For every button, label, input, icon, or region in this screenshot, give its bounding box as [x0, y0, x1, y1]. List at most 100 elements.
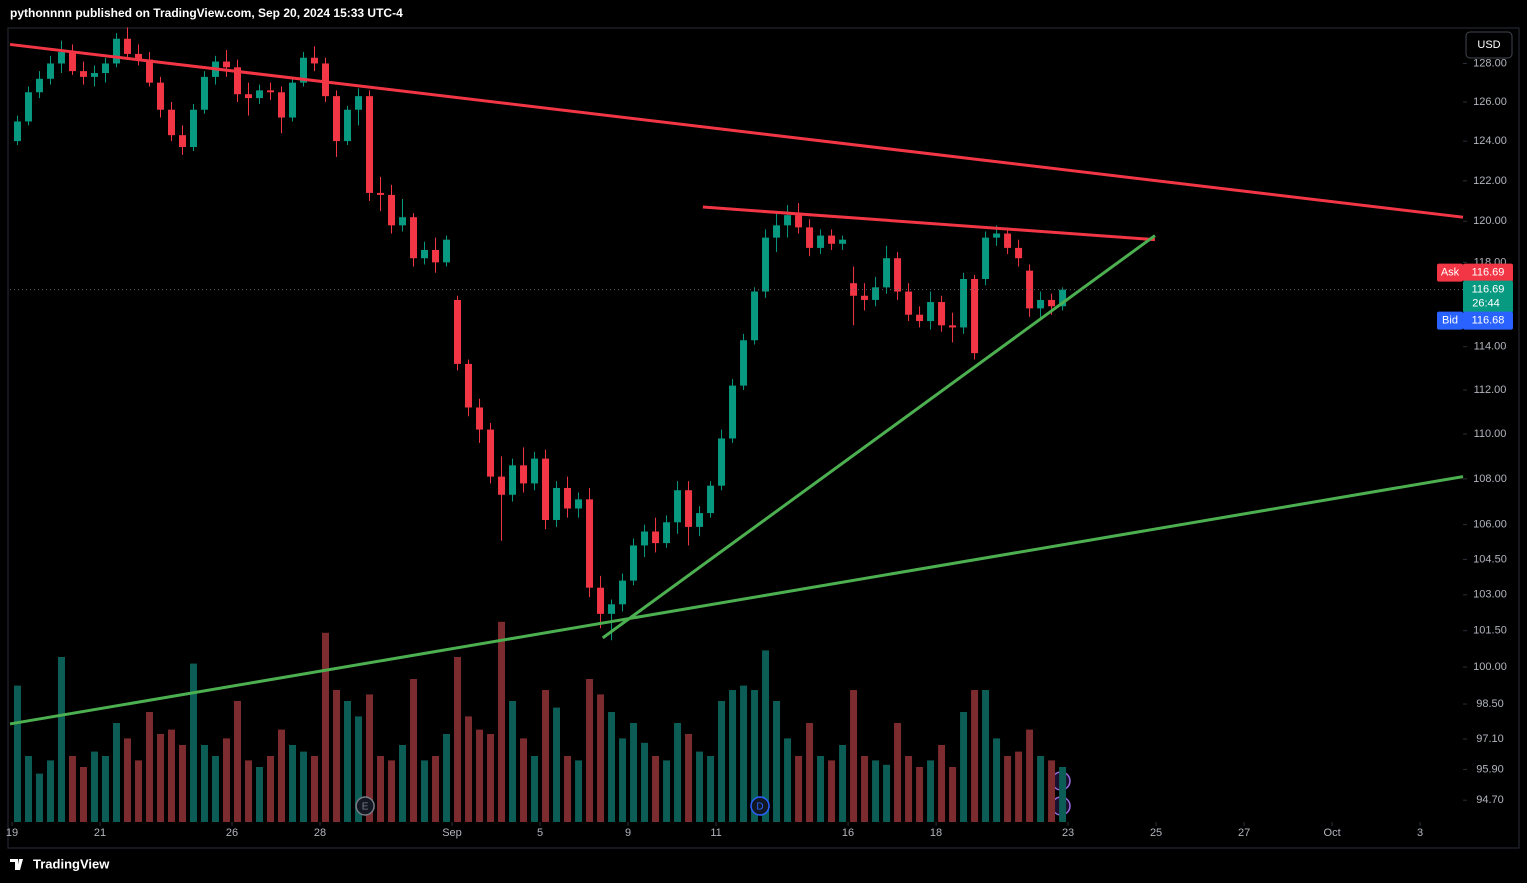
candle-body: [134, 53, 142, 60]
volume-bar: [740, 685, 748, 822]
header: pythonnnn published on TradingView.com, …: [10, 6, 403, 20]
volume-bar: [542, 690, 550, 822]
candle-body: [894, 258, 902, 292]
candle-body: [905, 291, 913, 315]
candle-body: [718, 438, 726, 486]
volume-bar: [938, 745, 946, 822]
y-tick-label: 101.50: [1473, 625, 1507, 637]
volume-bar: [586, 679, 594, 822]
volume-bar: [79, 767, 87, 822]
candle-body: [421, 249, 429, 259]
volume-bar: [388, 760, 396, 822]
volume-bar: [663, 760, 671, 822]
volume-bar: [553, 707, 561, 822]
y-tick-label: 128.00: [1473, 57, 1507, 69]
candle-body: [256, 90, 264, 99]
candle-body: [366, 96, 374, 193]
candle-body: [1037, 299, 1045, 309]
volume-bar: [1004, 756, 1012, 822]
candle-body: [13, 121, 21, 142]
volume-bar: [971, 690, 979, 822]
candle-body: [101, 63, 109, 74]
volume-bar: [366, 694, 374, 822]
volume-bar: [46, 760, 54, 822]
candle-body: [233, 67, 241, 95]
volume-bar: [189, 663, 197, 822]
currency: USD: [1477, 39, 1500, 51]
y-tick-label: 122.00: [1473, 175, 1507, 187]
y-tick-label: 94.70: [1476, 794, 1504, 806]
volume-bar: [476, 729, 484, 822]
candle-body: [641, 531, 649, 546]
event-marker-label: D: [756, 802, 763, 813]
volume-bar: [267, 756, 275, 822]
candle-body: [476, 407, 484, 430]
volume-bar: [57, 657, 65, 822]
y-tick-label: 95.90: [1476, 763, 1504, 775]
ask-label: Ask: [1441, 267, 1460, 279]
volume-bar: [784, 738, 792, 822]
candle-body: [355, 96, 363, 110]
countdown: 26:44: [1472, 298, 1500, 310]
candle-body: [949, 325, 957, 328]
candle-body: [509, 465, 517, 495]
volume-bar: [278, 729, 286, 822]
candle-body: [520, 465, 528, 484]
volume-bar: [751, 690, 759, 822]
last-price: 116.69: [1472, 284, 1505, 296]
bid-label: Bid: [1442, 315, 1458, 327]
volume-bar: [564, 756, 572, 822]
volume-bar: [344, 701, 352, 822]
trend-line: [9, 42, 1464, 219]
candle-body: [762, 237, 770, 292]
volume-bar: [377, 756, 385, 822]
currency-button[interactable]: [1465, 31, 1513, 59]
candle-body: [817, 235, 825, 248]
x-tick-label: 21: [94, 827, 106, 839]
candle-body: [1004, 233, 1012, 248]
x-tick-label: 5: [537, 827, 543, 839]
candle-body: [685, 490, 693, 527]
y-tick-label: 100.00: [1473, 661, 1507, 673]
volume-bar: [1048, 760, 1056, 822]
candle-body: [531, 458, 539, 484]
volume-bar: [982, 690, 990, 822]
candle-body: [487, 429, 495, 477]
x-tick-label: 3: [1417, 827, 1423, 839]
volume-bar: [817, 756, 825, 822]
volume-bar: [355, 716, 363, 822]
candle-body: [200, 76, 208, 110]
candle-body: [432, 249, 440, 263]
volume-bar: [674, 723, 682, 822]
volume-bar: [806, 723, 814, 822]
volume-bar: [707, 756, 715, 822]
volume-bar: [487, 734, 495, 822]
volume-bar: [101, 756, 109, 822]
candle-body: [927, 302, 935, 322]
candle-body: [652, 531, 660, 544]
candle-body: [156, 82, 164, 110]
bid-tag: [1437, 311, 1463, 330]
volume-bar: [256, 767, 264, 822]
candle-body: [333, 96, 341, 142]
volume-bar: [68, 756, 76, 822]
candle-body: [145, 59, 153, 83]
candle-body: [729, 385, 737, 439]
candle-body: [167, 109, 175, 136]
candle-body: [68, 52, 76, 72]
volume-bar: [839, 745, 847, 822]
x-tick-label: Oct: [1324, 827, 1341, 839]
candle-body: [608, 604, 616, 614]
candle-body: [46, 63, 54, 79]
volume-bar: [498, 621, 506, 822]
volume-bar: [233, 701, 241, 822]
candle-body: [663, 522, 671, 544]
volume-bar: [1026, 729, 1034, 822]
candle-body: [971, 278, 979, 354]
volume-bar: [454, 657, 462, 822]
volume-bar: [883, 764, 891, 822]
volume-bar: [311, 756, 319, 822]
candle-body: [630, 545, 638, 581]
candle-body: [982, 237, 990, 279]
candle-body: [564, 487, 572, 509]
